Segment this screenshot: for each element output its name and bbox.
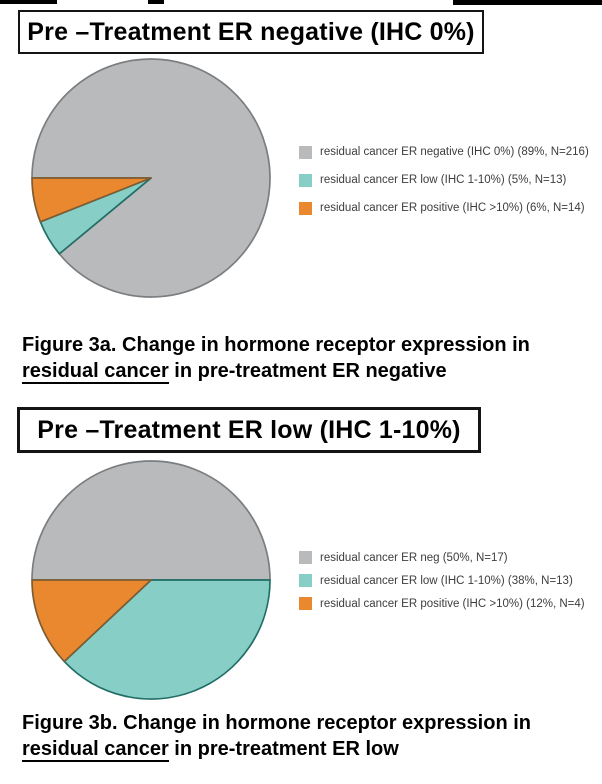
caption-underlined-text: residual cancer	[22, 360, 169, 384]
chart-title-3b: Pre –Treatment ER low (IHC 1-10%)	[37, 415, 461, 444]
legend-item: residual cancer ER positive (IHC >10%) (…	[299, 194, 589, 222]
legend-swatch	[299, 574, 312, 587]
legend-swatch	[299, 597, 312, 610]
chart-title-box-3b: Pre –Treatment ER low (IHC 1-10%)	[17, 407, 481, 453]
legend-label: residual cancer ER low (IHC 1-10%) (38%,…	[320, 574, 573, 587]
crop-artifact-bar	[453, 0, 602, 5]
pie-chart-3b	[31, 460, 271, 700]
chart-title-box-3a: Pre –Treatment ER negative (IHC 0%)	[18, 10, 484, 54]
legend-label: residual cancer ER positive (IHC >10%) (…	[320, 597, 585, 610]
chart-title-3a: Pre –Treatment ER negative (IHC 0%)	[27, 17, 475, 46]
legend-label: residual cancer ER negative (IHC 0%) (89…	[320, 146, 589, 158]
caption-text: Figure 3a. Change in hormone receptor ex…	[22, 334, 530, 356]
legend-swatch	[299, 201, 312, 215]
legend-swatch	[299, 551, 312, 564]
caption-text: Figure 3b. Change in hormone receptor ex…	[22, 712, 531, 734]
pie-slice	[31, 579, 152, 663]
legend-swatch	[299, 145, 312, 159]
legend-label: residual cancer ER low (IHC 1-10%) (5%, …	[320, 174, 567, 186]
caption-underlined-text: residual cancer	[22, 738, 169, 762]
legend-item: residual cancer ER negative (IHC 0%) (89…	[299, 138, 589, 166]
caption-text: in pre-treatment ER negative	[168, 360, 447, 382]
legend-3a: residual cancer ER negative (IHC 0%) (89…	[299, 138, 589, 222]
legend-item: residual cancer ER neg (50%, N=17)	[299, 546, 585, 569]
caption-text: in pre-treatment ER low	[168, 738, 399, 760]
figure-caption-3b: Figure 3b. Change in hormone receptor ex…	[22, 710, 592, 762]
legend-item: residual cancer ER low (IHC 1-10%) (5%, …	[299, 166, 589, 194]
legend-3b: residual cancer ER neg (50%, N=17) residu…	[299, 546, 585, 615]
figure-caption-3a: Figure 3a. Change in hormone receptor ex…	[22, 332, 592, 384]
crop-artifact-bar	[148, 0, 164, 4]
pie-slice	[63, 579, 271, 700]
legend-label: residual cancer ER positive (IHC >10%) (…	[320, 202, 585, 214]
pie-slice	[31, 177, 152, 223]
legend-swatch	[299, 173, 312, 187]
pie-slice	[31, 460, 271, 581]
legend-label: residual cancer ER neg (50%, N=17)	[320, 551, 508, 564]
crop-artifact-bar	[0, 0, 57, 4]
legend-item: residual cancer ER low (IHC 1-10%) (38%,…	[299, 569, 585, 592]
legend-item: residual cancer ER positive (IHC >10%) (…	[299, 592, 585, 615]
pie-chart-3a	[31, 58, 271, 298]
